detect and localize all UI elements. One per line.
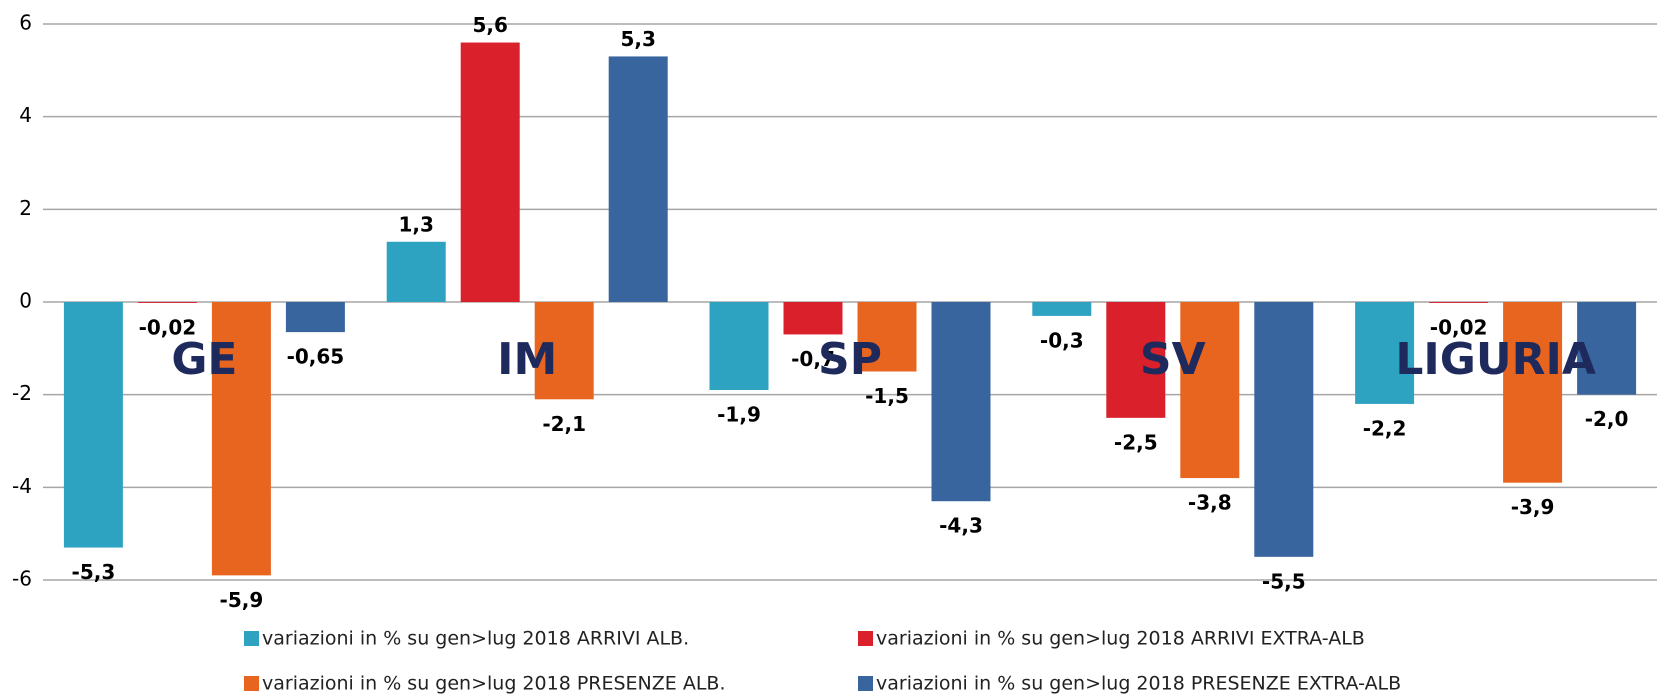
y-tick-label: 4 bbox=[19, 103, 32, 127]
bar bbox=[1254, 302, 1314, 557]
legend-swatch bbox=[244, 676, 259, 691]
value-label: -0,02 bbox=[1430, 315, 1488, 339]
y-tick-label: -4 bbox=[12, 474, 32, 498]
legend-label: variazioni in % su gen>lug 2018 PRESENZE… bbox=[876, 673, 1401, 695]
legend-swatch bbox=[858, 631, 873, 646]
legend-label: variazioni in % su gen>lug 2018 ARRIVI A… bbox=[262, 628, 689, 650]
value-label: -2,0 bbox=[1585, 407, 1629, 431]
value-label: -1,5 bbox=[865, 384, 909, 408]
value-label: -0,65 bbox=[287, 345, 345, 369]
y-tick-label: 0 bbox=[19, 289, 32, 313]
value-label: -0,02 bbox=[139, 315, 197, 339]
category-label: GE bbox=[171, 334, 237, 385]
y-tick-label: 6 bbox=[19, 11, 32, 35]
y-tick-label: -6 bbox=[12, 567, 32, 591]
bar bbox=[1180, 302, 1240, 479]
bar bbox=[783, 302, 843, 335]
value-label: -3,8 bbox=[1188, 491, 1232, 515]
value-label: -2,1 bbox=[542, 412, 586, 436]
bar bbox=[931, 302, 991, 502]
value-label: 5,3 bbox=[620, 27, 655, 51]
bar bbox=[1032, 302, 1092, 316]
value-label: -0,7 bbox=[791, 347, 835, 371]
value-label: 1,3 bbox=[398, 212, 433, 236]
category-label: SV bbox=[1140, 334, 1206, 385]
value-label: -5,9 bbox=[220, 588, 264, 612]
bar bbox=[137, 302, 197, 303]
bar bbox=[709, 302, 769, 391]
y-tick-label: -2 bbox=[12, 381, 32, 405]
value-label: -4,3 bbox=[939, 514, 983, 538]
bar bbox=[608, 56, 668, 302]
value-label: -2,5 bbox=[1114, 430, 1158, 454]
bar bbox=[534, 302, 594, 400]
value-label: 5,6 bbox=[472, 13, 507, 37]
bar bbox=[1106, 302, 1166, 418]
legend-swatch bbox=[244, 631, 259, 646]
bar bbox=[386, 241, 446, 302]
bar bbox=[460, 42, 520, 303]
bar bbox=[63, 302, 123, 548]
category-label: IM bbox=[497, 334, 557, 385]
bar bbox=[857, 302, 917, 372]
value-label: -0,3 bbox=[1040, 328, 1084, 352]
category-label: SP bbox=[818, 334, 882, 385]
bar bbox=[285, 302, 345, 333]
bar bbox=[1577, 302, 1637, 395]
value-label: -5,3 bbox=[72, 560, 116, 584]
bar bbox=[211, 302, 271, 576]
legend-label: variazioni in % su gen>lug 2018 ARRIVI E… bbox=[876, 628, 1365, 650]
category-label: LIGURIA bbox=[1395, 334, 1596, 385]
bar bbox=[1503, 302, 1563, 483]
bar bbox=[1429, 302, 1489, 303]
legend-swatch bbox=[858, 676, 873, 691]
value-label: -2,2 bbox=[1363, 416, 1407, 440]
y-tick-label: 2 bbox=[19, 196, 32, 220]
legend-label: variazioni in % su gen>lug 2018 PRESENZE… bbox=[262, 673, 725, 695]
bar bbox=[1355, 302, 1415, 404]
value-label: -1,9 bbox=[717, 403, 761, 427]
value-label: -5,5 bbox=[1262, 569, 1306, 593]
value-label: -3,9 bbox=[1511, 495, 1555, 519]
